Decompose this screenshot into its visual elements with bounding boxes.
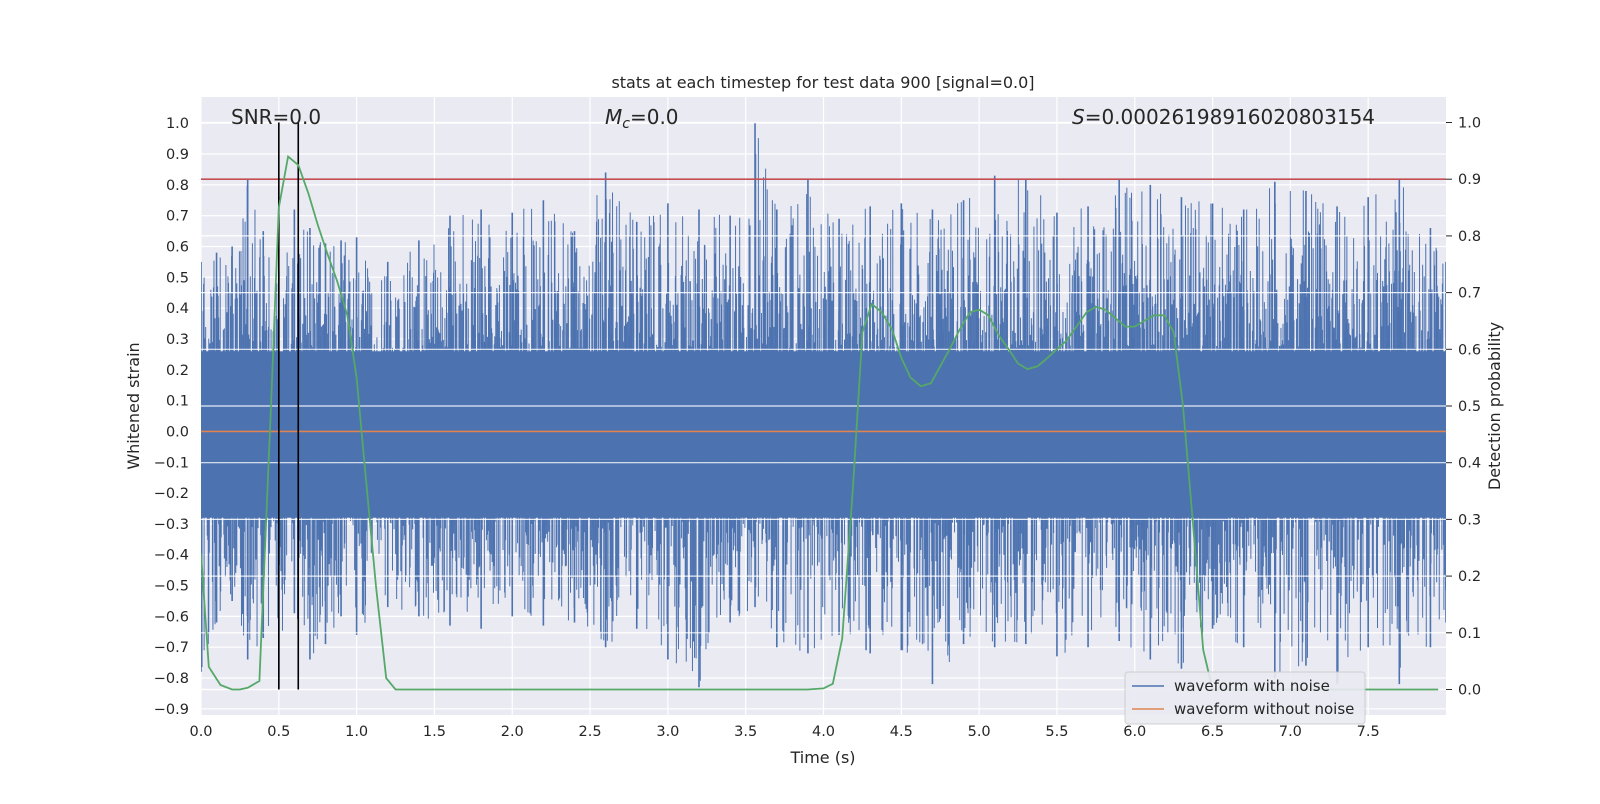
y-left-tick-label: 0.3 [166,332,189,348]
y-right-tick-label: 0.3 [1458,512,1481,528]
y-right-tick-label: 0.5 [1458,399,1481,415]
x-tick-label: 7.0 [1279,724,1302,740]
y-left-tick-label: −0.1 [154,455,189,471]
x-axis-label: Time (s) [789,748,855,767]
legend-label-waveform-with-noise: waveform with noise [1174,677,1330,695]
chart-title: stats at each timestep for test data 900… [611,73,1034,92]
x-tick-label: 5.5 [1045,724,1068,740]
x-tick-label: 7.5 [1357,724,1380,740]
detection-probability-line [201,154,1439,691]
y-right-tick-label: 0.8 [1458,229,1481,245]
x-tick-label: 2.5 [579,724,602,740]
legend-box [1124,671,1366,725]
y-axis-label-left: Whitened strain [124,342,143,469]
score-annotation: S=0.00026198916020803154 [1072,105,1375,129]
y-left-tick-label: 0.6 [166,239,189,255]
legend: waveform with noise waveform without noi… [1124,671,1366,725]
y-right-tick-label: 0.6 [1458,342,1481,358]
y-left-tick-label: 0.5 [166,270,189,286]
y-left-tick-label: −0.3 [154,517,189,533]
y-left-tick-label: 0.8 [166,178,189,194]
x-tick-label: 1.5 [423,724,446,740]
y-left-tick-label: 0.0 [166,424,189,440]
x-tick-label: 1.0 [345,724,368,740]
y-left-tick-label: −0.6 [154,609,189,625]
x-tick-label: 6.5 [1201,724,1224,740]
y-right-tick-label: 0.2 [1458,569,1481,585]
x-tick-label: 2.0 [501,724,524,740]
y-left-tick-label: 0.1 [166,394,189,410]
snr-annotation: SNR=0.0 [231,105,321,129]
chirp-mass-annotation: Mc=0.0 [605,105,679,132]
noisy-waveform-core [201,351,1446,518]
y-left-tick-label: 0.4 [166,301,189,317]
legend-label-waveform-without-noise: waveform without noise [1174,700,1354,718]
x-tick-label: 0.5 [267,724,290,740]
y-left-tick-label: −0.8 [154,671,189,687]
x-tick-label: 3.5 [734,724,757,740]
tick-labels: 0.0 0.5 1.0 1.5 2.0 2.5 3.0 3.5 4.0 4.5 5.0 5.5 6.0 6… [154,116,1481,740]
y-left-tick-label: −0.2 [154,486,189,502]
y-left-tick-label: 1.0 [166,116,189,132]
y-left-tick-label: −0.5 [154,579,189,595]
x-tick-label: 3.0 [656,724,679,740]
y-right-tick-label: 0.1 [1458,626,1481,642]
x-tick-label: 4.0 [812,724,835,740]
x-tick-label: 4.5 [890,724,913,740]
y-right-tick-label: 0.7 [1458,286,1481,302]
y-left-tick-label: 0.2 [166,363,189,379]
y-right-tick-label: 0.0 [1458,682,1481,698]
y-left-tick-label: −0.9 [154,702,189,718]
y-left-tick-label: 0.7 [166,209,189,225]
y-right-tick-label: 0.9 [1458,172,1481,188]
y-axis-label-right: Detection probability [1485,322,1504,490]
data-layer [201,121,1446,691]
x-tick-label: 5.0 [968,724,991,740]
y-left-tick-label: 0.9 [166,147,189,163]
y-right-tick-label: 0.4 [1458,456,1481,472]
y-right-tick-label: 1.0 [1458,116,1481,132]
x-tick-label: 0.0 [189,724,212,740]
y-left-tick-label: −0.7 [154,640,189,656]
y-left-tick-label: −0.4 [154,548,189,564]
x-tick-label: 6.0 [1123,724,1146,740]
